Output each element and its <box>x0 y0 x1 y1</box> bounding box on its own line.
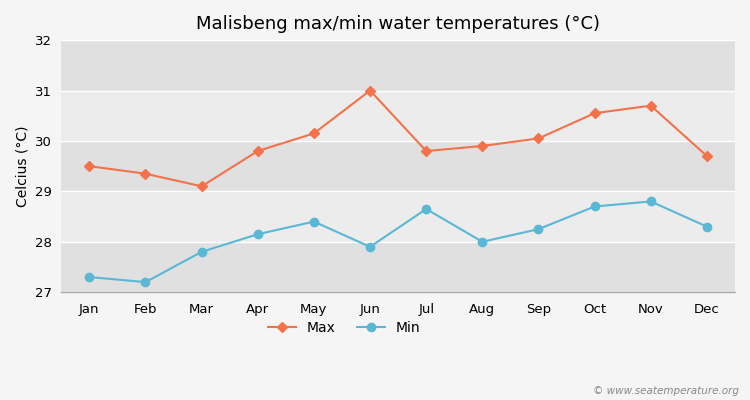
Min <box>478 239 487 244</box>
Max <box>141 171 150 176</box>
Line: Max: Max <box>86 87 711 190</box>
Legend: Max, Min: Max, Min <box>262 316 426 341</box>
Y-axis label: Celcius (°C): Celcius (°C) <box>15 125 29 207</box>
Max <box>254 149 262 154</box>
Min <box>254 232 262 237</box>
Min <box>310 219 319 224</box>
Min <box>590 204 599 209</box>
Max <box>85 164 94 168</box>
Max <box>197 184 206 189</box>
Title: Malisbeng max/min water temperatures (°C): Malisbeng max/min water temperatures (°C… <box>196 15 600 33</box>
Max <box>365 88 374 93</box>
Max <box>590 111 599 116</box>
Max <box>422 149 430 154</box>
Text: © www.seatemperature.org: © www.seatemperature.org <box>592 386 739 396</box>
Bar <box>62 242 735 292</box>
Max <box>646 103 656 108</box>
Bar <box>62 40 735 90</box>
Max <box>478 144 487 148</box>
Min <box>646 199 656 204</box>
Min <box>197 250 206 254</box>
Max <box>703 154 712 158</box>
Bar <box>62 141 735 191</box>
Bar <box>62 191 735 242</box>
Bar <box>62 90 735 141</box>
Max <box>310 131 319 136</box>
Min <box>141 280 150 284</box>
Min <box>365 244 374 249</box>
Min <box>703 224 712 229</box>
Min <box>85 275 94 280</box>
Line: Min: Min <box>86 197 711 286</box>
Min <box>534 227 543 232</box>
Max <box>534 136 543 141</box>
Min <box>422 207 430 212</box>
